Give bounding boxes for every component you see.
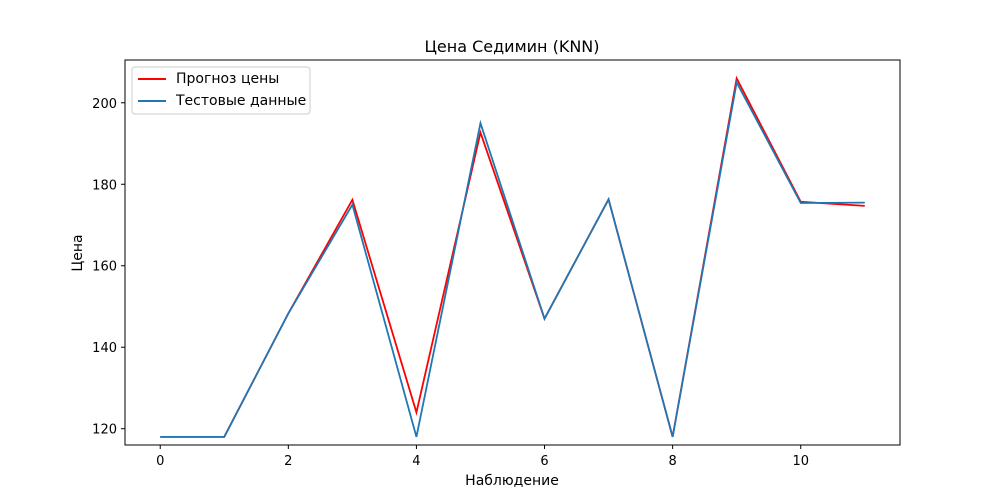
legend-label-test-data: Тестовые данные [175,93,306,109]
y-tick-label: 120 [92,423,117,438]
x-tick-label: 2 [284,454,292,469]
chart-title: Цена Седимин (KNN) [424,37,599,56]
y-tick-label: 160 [92,260,117,275]
x-tick-label: 4 [412,454,420,469]
legend-label-forecast: Прогноз цены [176,71,279,87]
x-axis: 0 2 4 6 8 10 [156,445,809,469]
x-axis-label: Наблюдение [465,473,559,489]
y-axis-label: Цена [70,234,86,271]
legend-box [131,66,311,115]
legend: Прогноз цены Тестовые данные [131,66,311,115]
y-tick-label: 180 [92,178,117,193]
plot-frame [124,59,901,446]
x-tick-label: 10 [792,454,809,469]
x-tick-label: 6 [540,454,548,469]
test-data-line [160,79,865,438]
y-axis: 120 140 160 180 200 [92,97,125,438]
x-tick-label: 0 [156,454,164,469]
x-tick-label: 8 [668,454,676,469]
y-tick-label: 140 [92,341,117,356]
y-tick-label: 200 [92,97,117,112]
series-layer [160,75,865,438]
plot-area [124,59,901,446]
